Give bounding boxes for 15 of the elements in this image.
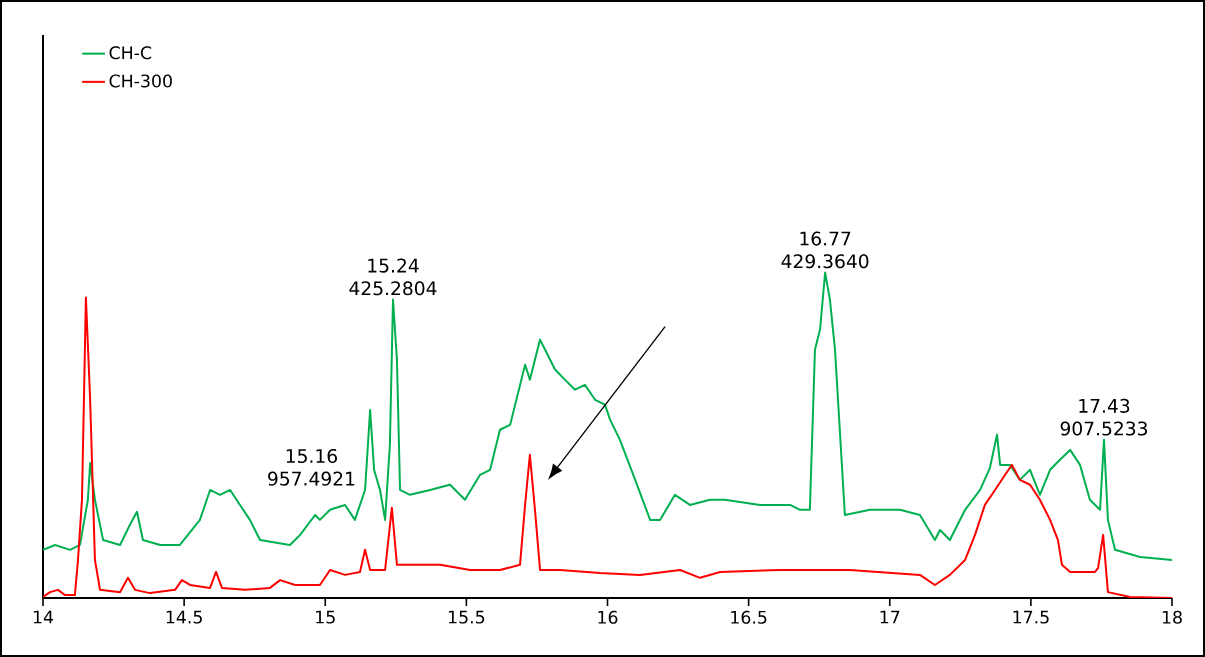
x-tick-label: 16.5 bbox=[731, 610, 767, 624]
annotation: 15.24 425.2804 bbox=[349, 258, 437, 296]
x-tick-label: 16 bbox=[598, 610, 618, 624]
x-tick-label: 18 bbox=[1162, 610, 1182, 624]
x-tick-label: 15 bbox=[316, 610, 335, 624]
annotation: 15.16 957.4921 bbox=[268, 448, 355, 486]
x-tick-label: 15.5 bbox=[448, 610, 485, 624]
x-tick-label: 14.5 bbox=[166, 610, 202, 624]
annotation: 17.43 907.5233 bbox=[1060, 398, 1148, 436]
x-tick-label: 17.5 bbox=[1013, 610, 1049, 624]
legend-label: CH-300 bbox=[109, 74, 172, 88]
x-tick-label: 14 bbox=[33, 610, 54, 624]
x-tick-label: 17 bbox=[880, 610, 900, 624]
legend-label: CH-C bbox=[109, 46, 152, 60]
annotation: 16.77 429.3640 bbox=[781, 231, 869, 269]
